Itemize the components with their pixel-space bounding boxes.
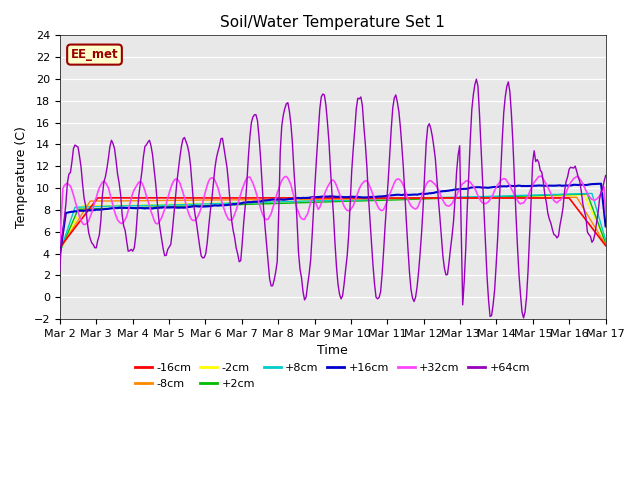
X-axis label: Time: Time	[317, 344, 348, 357]
Title: Soil/Water Temperature Set 1: Soil/Water Temperature Set 1	[220, 15, 445, 30]
Text: EE_met: EE_met	[70, 48, 118, 61]
Legend: -16cm, -8cm, -2cm, +2cm, +8cm, +16cm, +32cm, +64cm: -16cm, -8cm, -2cm, +2cm, +8cm, +16cm, +3…	[131, 359, 534, 393]
Y-axis label: Temperature (C): Temperature (C)	[15, 126, 28, 228]
